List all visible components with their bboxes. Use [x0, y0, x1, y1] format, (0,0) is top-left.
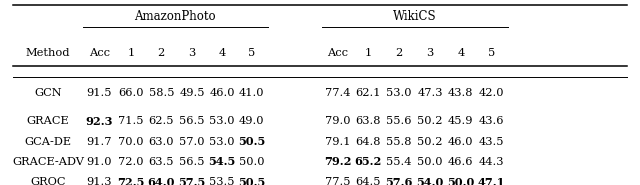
Text: WikiCS: WikiCS — [393, 10, 436, 23]
Text: 54.5: 54.5 — [209, 156, 236, 167]
Text: 49.5: 49.5 — [179, 88, 205, 97]
Text: 55.6: 55.6 — [386, 116, 412, 126]
Text: 72.5: 72.5 — [118, 177, 145, 185]
Text: 50.2: 50.2 — [417, 116, 443, 126]
Text: 43.5: 43.5 — [479, 137, 504, 147]
Text: 63.8: 63.8 — [355, 116, 381, 126]
Text: 63.5: 63.5 — [148, 157, 174, 167]
Text: 65.2: 65.2 — [355, 156, 381, 167]
Text: 1: 1 — [127, 48, 135, 58]
Text: 50.2: 50.2 — [417, 137, 443, 147]
Text: 1: 1 — [364, 48, 372, 58]
Text: 56.5: 56.5 — [179, 116, 205, 126]
Text: 56.5: 56.5 — [179, 157, 205, 167]
Text: 44.3: 44.3 — [479, 157, 504, 167]
Text: Acc: Acc — [328, 48, 348, 58]
Text: 66.0: 66.0 — [118, 88, 144, 97]
Text: 3: 3 — [426, 48, 434, 58]
Text: 53.0: 53.0 — [386, 88, 412, 97]
Text: 58.5: 58.5 — [148, 88, 174, 97]
Text: 77.5: 77.5 — [325, 177, 351, 185]
Text: 57.5: 57.5 — [179, 177, 205, 185]
Text: 2: 2 — [157, 48, 165, 58]
Text: 46.6: 46.6 — [448, 157, 474, 167]
Text: 5: 5 — [248, 48, 255, 58]
Text: GCA-DE: GCA-DE — [24, 137, 72, 147]
Text: 53.0: 53.0 — [209, 116, 235, 126]
Text: 92.3: 92.3 — [86, 116, 113, 127]
Text: 50.5: 50.5 — [238, 136, 265, 147]
Text: 79.2: 79.2 — [324, 156, 351, 167]
Text: 5: 5 — [488, 48, 495, 58]
Text: 57.0: 57.0 — [179, 137, 205, 147]
Text: 62.1: 62.1 — [355, 88, 381, 97]
Text: 64.0: 64.0 — [148, 177, 175, 185]
Text: 46.0: 46.0 — [209, 88, 235, 97]
Text: 47.1: 47.1 — [477, 177, 506, 185]
Text: GROC: GROC — [30, 177, 66, 185]
Text: Acc: Acc — [89, 48, 109, 58]
Text: 50.0: 50.0 — [447, 177, 474, 185]
Text: 43.6: 43.6 — [479, 116, 504, 126]
Text: 46.0: 46.0 — [448, 137, 474, 147]
Text: 91.3: 91.3 — [86, 177, 112, 185]
Text: 47.3: 47.3 — [417, 88, 443, 97]
Text: 57.6: 57.6 — [385, 177, 412, 185]
Text: 79.0: 79.0 — [325, 116, 351, 126]
Text: 91.0: 91.0 — [86, 157, 112, 167]
Text: 71.5: 71.5 — [118, 116, 144, 126]
Text: 79.1: 79.1 — [325, 137, 351, 147]
Text: 43.8: 43.8 — [448, 88, 474, 97]
Text: 55.8: 55.8 — [386, 137, 412, 147]
Text: 54.0: 54.0 — [417, 177, 444, 185]
Text: 91.5: 91.5 — [86, 88, 112, 97]
Text: 70.0: 70.0 — [118, 137, 144, 147]
Text: 64.8: 64.8 — [355, 137, 381, 147]
Text: AmazonPhoto: AmazonPhoto — [134, 10, 216, 23]
Text: 53.0: 53.0 — [209, 137, 235, 147]
Text: 91.7: 91.7 — [86, 137, 112, 147]
Text: 55.4: 55.4 — [386, 157, 412, 167]
Text: 49.0: 49.0 — [239, 116, 264, 126]
Text: 45.9: 45.9 — [448, 116, 474, 126]
Text: 50.5: 50.5 — [238, 177, 265, 185]
Text: 72.0: 72.0 — [118, 157, 144, 167]
Text: 42.0: 42.0 — [479, 88, 504, 97]
Text: GRACE: GRACE — [27, 116, 69, 126]
Text: 64.5: 64.5 — [355, 177, 381, 185]
Text: 63.0: 63.0 — [148, 137, 174, 147]
Text: 4: 4 — [457, 48, 465, 58]
Text: Method: Method — [26, 48, 70, 58]
Text: 4: 4 — [218, 48, 226, 58]
Text: 41.0: 41.0 — [239, 88, 264, 97]
Text: 3: 3 — [188, 48, 196, 58]
Text: 53.5: 53.5 — [209, 177, 235, 185]
Text: 77.4: 77.4 — [325, 88, 351, 97]
Text: 50.0: 50.0 — [239, 157, 264, 167]
Text: 2: 2 — [395, 48, 403, 58]
Text: GRACE-ADV: GRACE-ADV — [12, 157, 84, 167]
Text: 62.5: 62.5 — [148, 116, 174, 126]
Text: GCN: GCN — [34, 88, 62, 97]
Text: 50.0: 50.0 — [417, 157, 443, 167]
